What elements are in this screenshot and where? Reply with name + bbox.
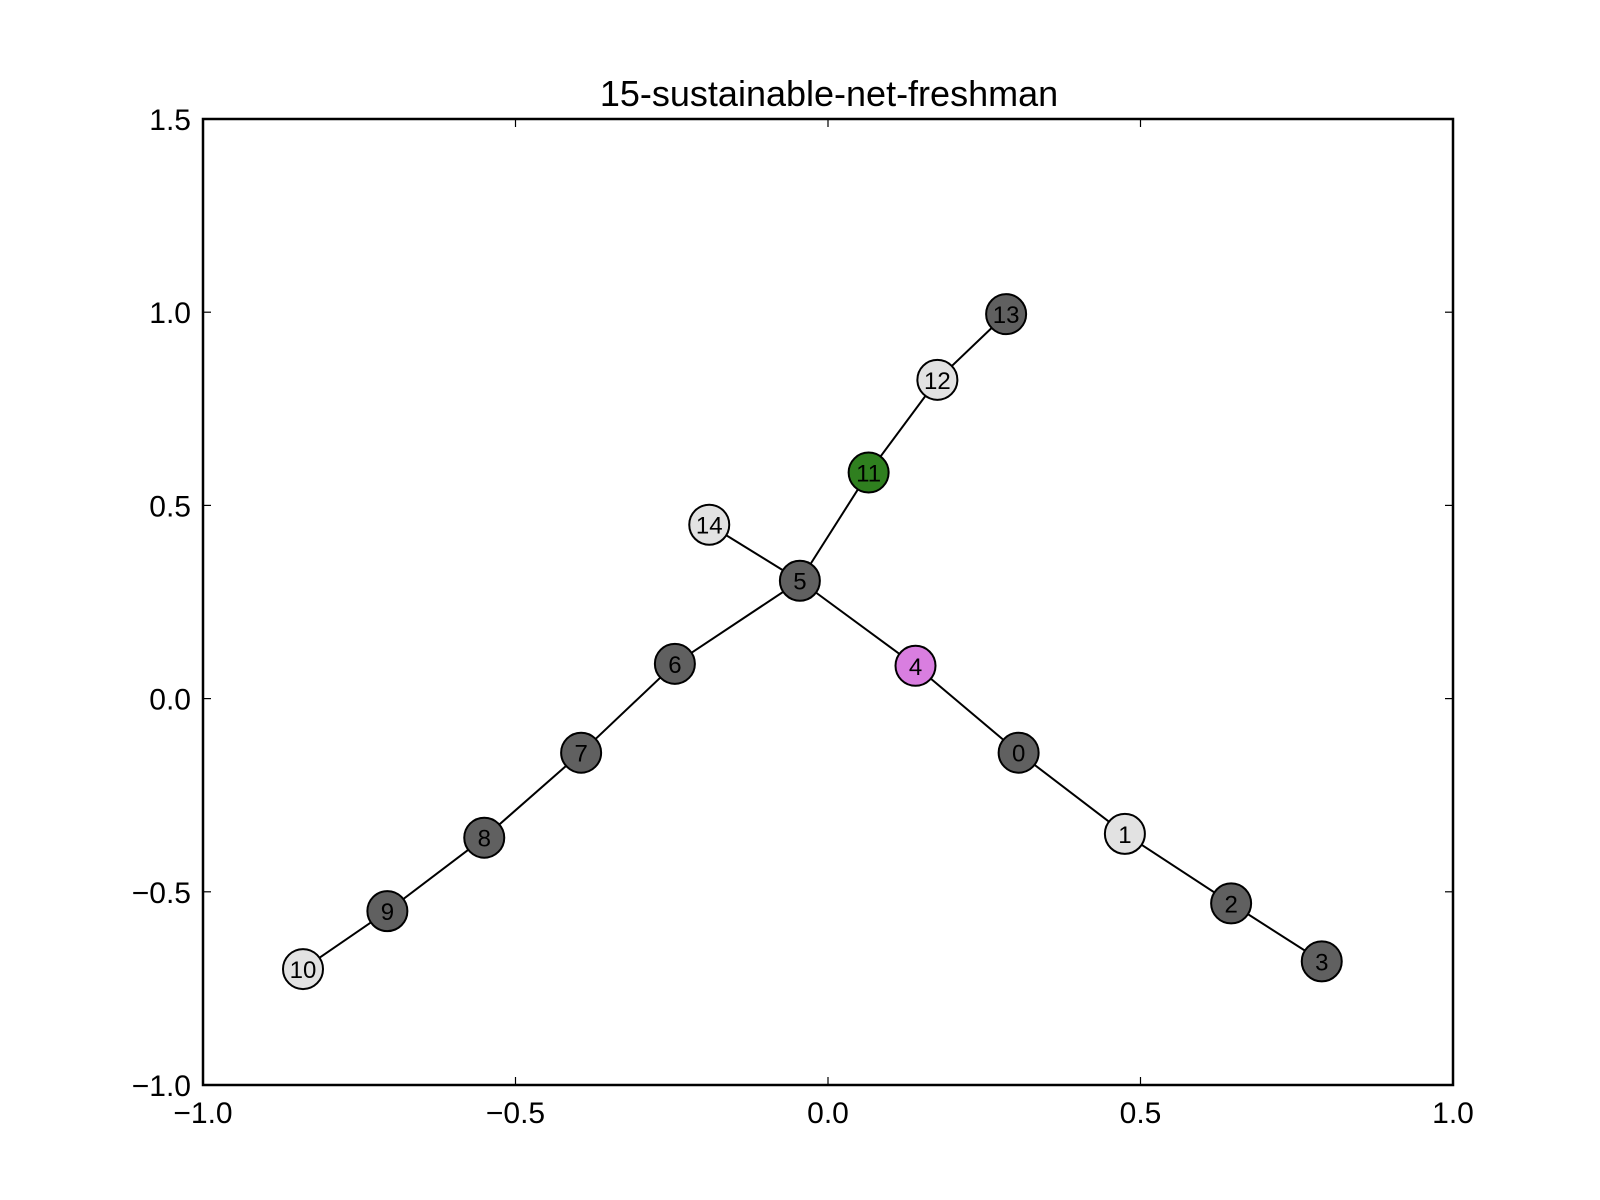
- node-label: 0: [1012, 741, 1025, 768]
- node-circle: [847, 451, 890, 494]
- node-5: 5: [778, 559, 821, 602]
- node-circle: [653, 642, 696, 685]
- edge-0-1: [1018, 751, 1126, 835]
- y-tick-label: 0.0: [149, 684, 191, 717]
- node-12: 12: [916, 358, 959, 401]
- x-tick-label: −0.5: [486, 1097, 545, 1130]
- y-tick-label: −0.5: [132, 877, 191, 910]
- edge-5-4: [799, 579, 917, 667]
- node-10: 10: [282, 948, 324, 991]
- node-label: 4: [909, 654, 922, 681]
- y-tick-label: 1.5: [149, 104, 191, 137]
- ticks-layer: [202, 118, 1454, 1086]
- node-label: 8: [478, 826, 491, 853]
- node-label: 3: [1315, 949, 1328, 976]
- node-4: 4: [894, 644, 937, 687]
- node-1: 1: [1103, 812, 1146, 855]
- node-label: 1: [1118, 822, 1131, 849]
- node-7: 7: [560, 731, 603, 774]
- node-label: 6: [668, 652, 681, 679]
- chart-title: 15-sustainable-net-freshman: [600, 73, 1058, 114]
- node-3: 3: [1300, 940, 1343, 983]
- node-circle: [1300, 940, 1343, 983]
- node-circle: [560, 731, 603, 774]
- x-tick-label: 0.5: [1120, 1097, 1162, 1130]
- x-tick-label: 1.0: [1432, 1097, 1474, 1130]
- edge-8-7: [483, 751, 582, 839]
- y-tick-label: −1.0: [132, 1070, 191, 1103]
- y-tick-label: 0.5: [149, 490, 191, 523]
- edges-layer: [302, 313, 1323, 970]
- node-circle: [778, 559, 821, 602]
- node-circle: [985, 293, 1028, 336]
- node-label: 11: [856, 461, 881, 488]
- node-circle: [894, 644, 937, 687]
- node-6: 6: [653, 642, 696, 685]
- node-circle: [1210, 882, 1253, 925]
- node-circle: [463, 816, 506, 859]
- node-circle: [366, 890, 409, 933]
- node-8: 8: [463, 816, 506, 859]
- edge-6-5: [674, 579, 801, 665]
- edge-4-0: [914, 664, 1020, 754]
- node-9: 9: [366, 890, 409, 933]
- node-11: 11: [847, 451, 890, 494]
- edge-1-2: [1124, 833, 1232, 905]
- node-label: 13: [993, 302, 1020, 329]
- node-14: 14: [688, 503, 731, 546]
- edge-5-11: [799, 472, 870, 582]
- node-circle: [282, 948, 324, 991]
- x-tick-label: −1.0: [173, 1097, 232, 1130]
- node-label: 2: [1224, 891, 1237, 918]
- y-tick-label: 1.0: [149, 297, 191, 330]
- node-13: 13: [985, 293, 1028, 336]
- node-circle: [688, 503, 731, 546]
- node-0: 0: [997, 731, 1040, 774]
- node-circle: [916, 358, 959, 401]
- tick-labels-layer: −1.0 −0.5 0.0 0.5 1.0 −1.0 −0.5 0.0 0.5 1.0 1.5: [132, 104, 1474, 1130]
- node-label: 7: [574, 741, 587, 768]
- node-2: 2: [1210, 882, 1253, 925]
- node-label: 5: [793, 569, 806, 596]
- edge-7-6: [580, 663, 676, 754]
- node-label: 10: [290, 957, 317, 984]
- node-label: 14: [696, 513, 723, 540]
- node-circle: [997, 731, 1040, 774]
- x-tick-label: 0.0: [807, 1097, 849, 1130]
- node-label: 9: [381, 899, 394, 926]
- node-circle: [1103, 812, 1146, 855]
- node-label: 12: [924, 368, 951, 395]
